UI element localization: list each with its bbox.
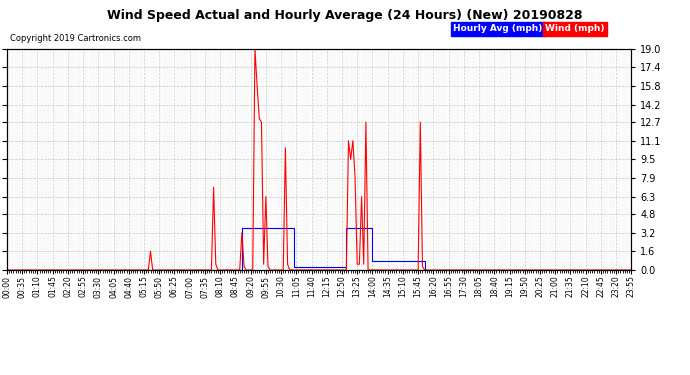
Text: Hourly Avg (mph): Hourly Avg (mph) bbox=[453, 24, 543, 33]
Text: Wind (mph): Wind (mph) bbox=[545, 24, 604, 33]
Text: Copyright 2019 Cartronics.com: Copyright 2019 Cartronics.com bbox=[10, 34, 141, 43]
Text: Wind Speed Actual and Hourly Average (24 Hours) (New) 20190828: Wind Speed Actual and Hourly Average (24… bbox=[107, 9, 583, 22]
